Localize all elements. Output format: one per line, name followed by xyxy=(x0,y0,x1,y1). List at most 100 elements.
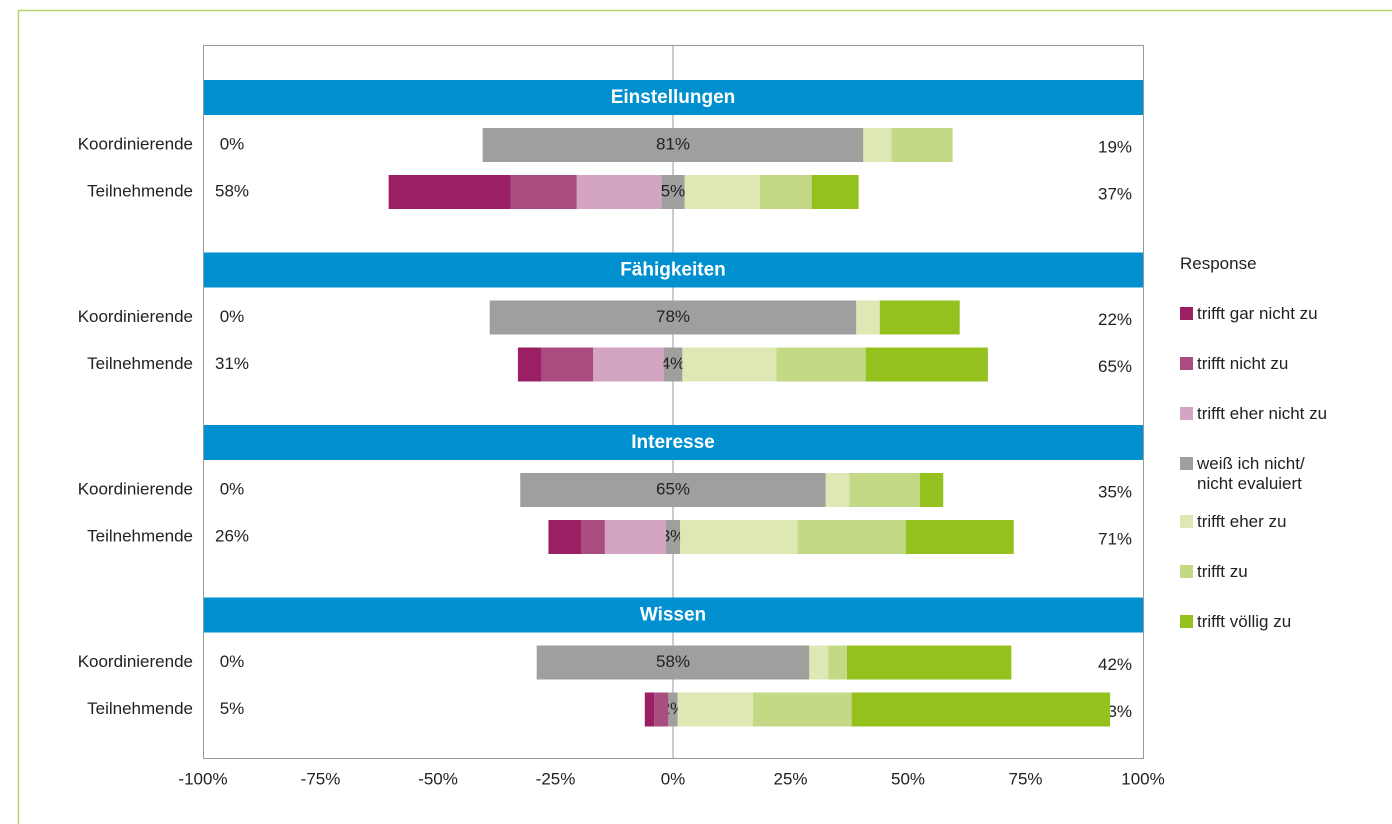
bar-segment xyxy=(776,347,866,382)
bar-segment xyxy=(811,175,859,209)
row-label: Koordinierende xyxy=(78,307,193,326)
bar-segment xyxy=(654,692,669,727)
bar-segment xyxy=(682,347,777,382)
right-label: 22% xyxy=(1098,310,1132,329)
segment-label: 65% xyxy=(656,479,690,498)
legend-swatch xyxy=(1180,515,1193,528)
bar-segment xyxy=(661,175,685,209)
group-header xyxy=(204,252,1143,288)
frame xyxy=(17,9,1392,824)
x-tick-label: -100% xyxy=(178,769,227,788)
legend-label: trifft eher nicht zu xyxy=(1197,404,1328,423)
bar-segment xyxy=(863,128,892,162)
segment-label: 4% xyxy=(661,354,686,373)
bar-segment xyxy=(665,520,681,554)
group-title: Interesse xyxy=(631,432,714,453)
legend-item: weiß ich nicht/ nicht evaluiert xyxy=(1180,454,1330,512)
legend-label: trifft nicht zu xyxy=(1197,354,1289,373)
x-tick-label: 75% xyxy=(1008,769,1042,788)
right-label: 37% xyxy=(1098,184,1132,203)
bar-segment xyxy=(663,347,683,382)
bar-segment xyxy=(576,175,662,209)
left-label: 0% xyxy=(220,652,245,671)
row-label: Koordinierende xyxy=(78,134,193,153)
group-title: Einstellungen xyxy=(611,87,736,108)
legend-swatch xyxy=(1180,357,1193,370)
legend-label: trifft zu xyxy=(1197,562,1248,581)
row-label: Koordinierende xyxy=(78,652,193,671)
bar-segment xyxy=(879,300,960,335)
bar-segment xyxy=(604,520,666,554)
legend-swatch xyxy=(1180,307,1193,320)
bar-segment xyxy=(846,645,1012,680)
legend-item: trifft zu xyxy=(1180,562,1385,612)
group-title: Wissen xyxy=(640,605,706,626)
row-label: Teilnehmende xyxy=(87,354,193,373)
bar-segment xyxy=(644,692,655,727)
right-label: 35% xyxy=(1098,482,1132,501)
group-header xyxy=(204,425,1143,460)
bar-segment xyxy=(668,692,678,727)
left-label: 5% xyxy=(220,699,245,718)
legend-label: trifft gar nicht zu xyxy=(1197,304,1318,323)
row-label: Teilnehmende xyxy=(87,181,193,200)
left-label: 58% xyxy=(215,181,249,200)
bar-segment xyxy=(510,175,577,209)
legend-label: trifft eher zu xyxy=(1197,512,1287,531)
right-label: 42% xyxy=(1098,655,1132,674)
legend: Response trifft gar nicht zu trifft nicht… xyxy=(1180,254,1385,662)
bar-segment xyxy=(517,347,542,382)
bar-segment xyxy=(849,473,920,507)
x-tick-label: 100% xyxy=(1121,769,1164,788)
bar-segment xyxy=(825,473,850,507)
bar-segment xyxy=(865,347,988,382)
x-tick-label: 50% xyxy=(891,769,925,788)
segment-label: 5% xyxy=(661,181,686,200)
legend-swatch xyxy=(1180,565,1193,578)
right-label: 65% xyxy=(1098,357,1132,376)
bar-segment xyxy=(677,692,753,727)
bar-segment xyxy=(581,520,605,554)
legend-item: trifft nicht zu xyxy=(1180,354,1385,404)
bar-segment xyxy=(797,520,906,554)
bar-segment xyxy=(891,128,953,162)
bar-segment xyxy=(541,347,594,382)
bar-segment xyxy=(809,645,829,680)
bar-segment xyxy=(851,692,1111,727)
legend-item: trifft eher nicht zu xyxy=(1180,404,1385,454)
legend-swatch xyxy=(1180,457,1193,470)
legend-label: trifft völlig zu xyxy=(1197,612,1292,631)
x-tick-label: 25% xyxy=(773,769,807,788)
segment-label: 78% xyxy=(656,307,690,326)
bar-segment xyxy=(548,520,582,554)
group-title: Fähigkeiten xyxy=(620,260,726,281)
row-label: Teilnehmende xyxy=(87,526,193,545)
bar-segment xyxy=(482,128,864,162)
bar-segment xyxy=(593,347,664,382)
bar-segment xyxy=(536,645,810,680)
segment-label: 81% xyxy=(656,134,690,153)
bar-segment xyxy=(489,300,857,335)
bar-segment xyxy=(919,473,944,507)
row-label: Teilnehmende xyxy=(87,699,193,718)
left-label: 0% xyxy=(220,307,245,326)
group-header xyxy=(204,80,1143,115)
bar-segment xyxy=(759,175,812,209)
legend-title: Response xyxy=(1180,254,1257,273)
bar-segment xyxy=(680,520,798,554)
x-tick-label: 0% xyxy=(661,769,686,788)
x-tick-label: -25% xyxy=(536,769,576,788)
left-label: 26% xyxy=(215,526,249,545)
right-label: 71% xyxy=(1098,529,1132,548)
bar-segment xyxy=(752,692,852,727)
left-label: 0% xyxy=(220,479,245,498)
bar-segment xyxy=(828,645,847,680)
group-header xyxy=(204,597,1143,633)
legend-swatch xyxy=(1180,615,1193,628)
legend-label: weiß ich nicht/ nicht evaluiert xyxy=(1197,454,1305,493)
bar-segment xyxy=(684,175,760,209)
left-label: 31% xyxy=(215,354,249,373)
bar-segment xyxy=(856,300,880,335)
segment-label: 3% xyxy=(661,526,686,545)
